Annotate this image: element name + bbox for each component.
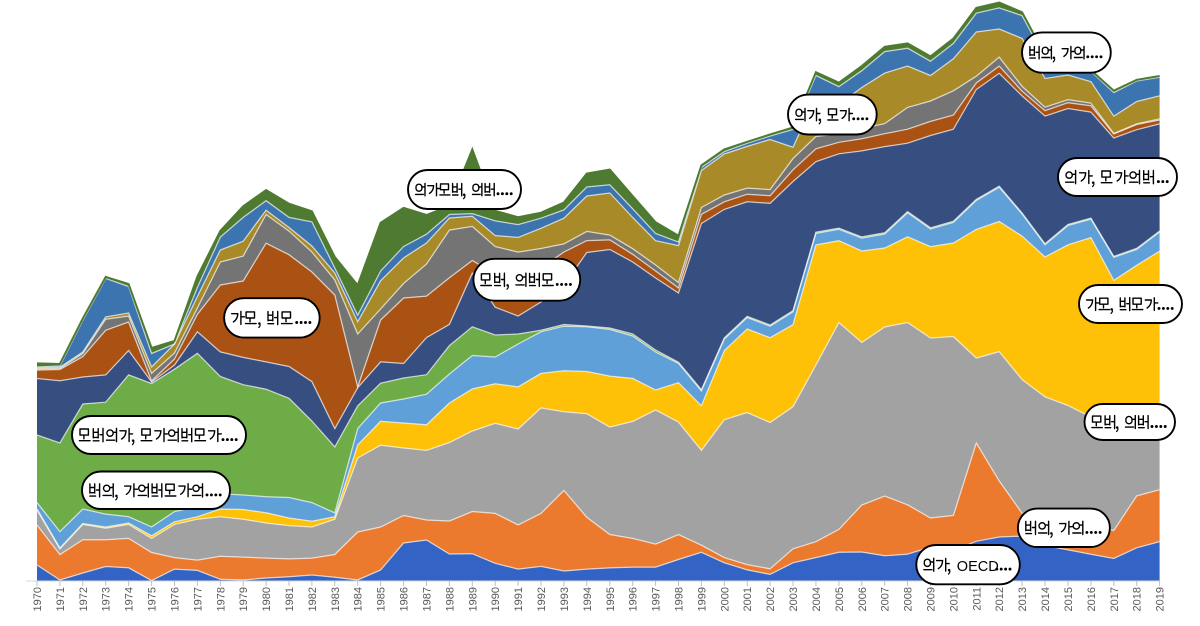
svg-text:2012: 2012 [994, 587, 1006, 611]
svg-text:1992: 1992 [536, 587, 548, 611]
svg-text:1971: 1971 [55, 587, 67, 611]
svg-text:1972: 1972 [78, 587, 90, 611]
svg-text:1991: 1991 [513, 587, 525, 611]
svg-text:1979: 1979 [238, 587, 250, 611]
svg-text:1977: 1977 [192, 587, 204, 611]
svg-text:1986: 1986 [399, 587, 411, 611]
svg-text:1976: 1976 [170, 587, 182, 611]
svg-text:2000: 2000 [719, 587, 731, 611]
svg-text:2016: 2016 [1086, 587, 1098, 611]
svg-text:2007: 2007 [880, 587, 892, 611]
svg-text:1998: 1998 [674, 587, 686, 611]
svg-text:OECD: OECD [957, 559, 999, 575]
svg-text:1970: 1970 [32, 587, 44, 611]
svg-text:2013: 2013 [1017, 587, 1029, 611]
svg-text:1980: 1980 [261, 587, 273, 611]
svg-text:1984: 1984 [353, 587, 365, 611]
svg-text:1985: 1985 [376, 587, 388, 611]
svg-text:1989: 1989 [467, 587, 479, 611]
svg-text:1975: 1975 [147, 587, 159, 611]
svg-text:2003: 2003 [788, 587, 800, 611]
svg-text:2010: 2010 [948, 587, 960, 611]
svg-text:1982: 1982 [307, 587, 319, 611]
svg-text:2011: 2011 [971, 587, 983, 611]
svg-text:2015: 2015 [1063, 587, 1075, 611]
svg-text:2017: 2017 [1109, 587, 1121, 611]
svg-text:1996: 1996 [628, 587, 640, 611]
svg-text:1973: 1973 [101, 587, 113, 611]
svg-text:1995: 1995 [605, 587, 617, 611]
svg-text:1988: 1988 [444, 587, 456, 611]
svg-text:2001: 2001 [742, 587, 754, 611]
svg-text:1994: 1994 [582, 587, 594, 611]
svg-text:2009: 2009 [926, 587, 938, 611]
svg-text:2006: 2006 [857, 587, 869, 611]
svg-text:1981: 1981 [284, 587, 296, 611]
svg-text:1999: 1999 [696, 587, 708, 611]
svg-text:1997: 1997 [651, 587, 663, 611]
svg-text:1987: 1987 [422, 587, 434, 611]
svg-text:2002: 2002 [765, 587, 777, 611]
svg-text:2019: 2019 [1155, 587, 1167, 611]
svg-text:1983: 1983 [330, 587, 342, 611]
svg-text:2005: 2005 [834, 587, 846, 611]
svg-text:2004: 2004 [811, 587, 823, 611]
svg-text:1974: 1974 [124, 587, 136, 611]
svg-text:2014: 2014 [1040, 587, 1052, 611]
svg-text:1993: 1993 [559, 587, 571, 611]
svg-text:2018: 2018 [1132, 587, 1144, 611]
svg-text:1990: 1990 [490, 587, 502, 611]
svg-text:2008: 2008 [903, 587, 915, 611]
svg-text:1978: 1978 [215, 587, 227, 611]
